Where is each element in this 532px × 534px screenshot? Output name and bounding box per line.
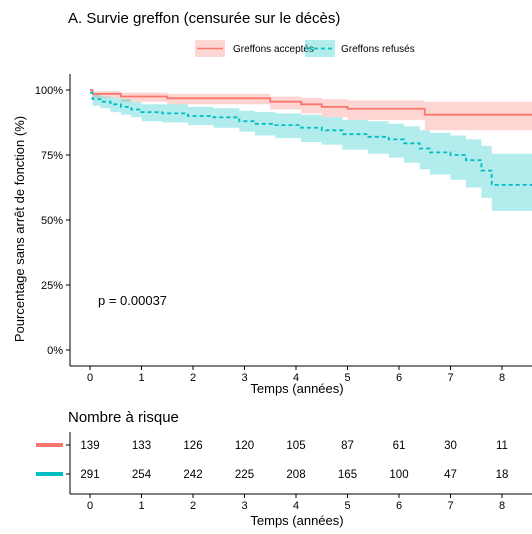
x-axis-ticks: 0 1 2 3 4 5 6 7 8 bbox=[87, 366, 505, 384]
legend: Greffons acceptés Greffons refusés bbox=[195, 40, 415, 57]
risk-x-axis-title: Temps (années) bbox=[250, 513, 343, 528]
risk-x-tick-label: 2 bbox=[190, 500, 196, 512]
survival-line-accepted bbox=[90, 89, 532, 116]
risk-cell: 242 bbox=[183, 469, 202, 481]
risk-cell: 126 bbox=[183, 440, 202, 452]
risk-cell: 87 bbox=[341, 440, 354, 452]
legend-label-accepted: Greffons acceptés bbox=[233, 44, 314, 55]
risk-cell: 254 bbox=[132, 469, 152, 481]
x-axis-title: Temps (années) bbox=[250, 381, 343, 396]
risk-cell: 120 bbox=[235, 440, 254, 452]
risk-x-tick-label: 4 bbox=[293, 500, 299, 512]
risk-cell: 47 bbox=[444, 469, 457, 481]
risk-row-swatch-accepted bbox=[36, 443, 63, 447]
risk-x-tick-label: 6 bbox=[396, 500, 402, 512]
risk-cell: 139 bbox=[80, 440, 99, 452]
x-tick-label: 3 bbox=[241, 372, 247, 384]
ci-band-accepted bbox=[90, 90, 532, 131]
risk-cell: 100 bbox=[389, 469, 408, 481]
risk-table-title: Nombre à risque bbox=[68, 409, 179, 426]
risk-row-swatch-refused bbox=[36, 472, 63, 476]
x-tick-label: 7 bbox=[447, 372, 453, 384]
y-axis-ticks: 0% 25% 50% 75% 100% bbox=[35, 85, 70, 357]
survival-line-refused bbox=[90, 91, 532, 186]
y-tick-label: 0% bbox=[47, 345, 63, 357]
x-tick-label: 0 bbox=[87, 372, 93, 384]
y-axis-title: Pourcentage sans arrêt de fonction (%) bbox=[12, 116, 27, 342]
risk-cell: 133 bbox=[132, 440, 151, 452]
y-tick-label: 100% bbox=[35, 85, 63, 97]
risk-x-tick-label: 1 bbox=[138, 500, 144, 512]
confidence-bands bbox=[90, 90, 532, 211]
risk-cell: 61 bbox=[393, 440, 406, 452]
chart-title: A. Survie greffon (censurée sur le décès… bbox=[68, 10, 340, 27]
legend-swatch-refused-band bbox=[305, 40, 335, 57]
y-tick-label: 75% bbox=[41, 150, 63, 162]
x-tick-label: 1 bbox=[138, 372, 144, 384]
ci-band-refused bbox=[90, 92, 532, 211]
risk-table: 139 133 126 120 105 87 61 30 11 291 254 242 225 208 16… bbox=[36, 432, 508, 494]
survival-curves bbox=[90, 89, 532, 186]
y-tick-label: 25% bbox=[41, 280, 63, 292]
risk-x-axis-ticks: 0 1 2 3 4 5 6 7 8 bbox=[87, 494, 505, 512]
x-tick-label: 5 bbox=[344, 372, 350, 384]
x-tick-label: 8 bbox=[499, 372, 505, 384]
risk-x-tick-label: 7 bbox=[447, 500, 453, 512]
risk-cell: 165 bbox=[338, 469, 357, 481]
legend-label-refused: Greffons refusés bbox=[341, 44, 415, 55]
risk-x-tick-label: 8 bbox=[499, 500, 505, 512]
risk-cell: 105 bbox=[286, 440, 305, 452]
risk-x-tick-label: 5 bbox=[344, 500, 350, 512]
risk-cell: 225 bbox=[235, 469, 254, 481]
risk-cell: 18 bbox=[496, 469, 509, 481]
risk-cell: 208 bbox=[286, 469, 305, 481]
risk-cell: 291 bbox=[80, 469, 99, 481]
x-tick-label: 4 bbox=[293, 372, 299, 384]
risk-cell: 11 bbox=[496, 440, 508, 452]
risk-x-tick-label: 3 bbox=[241, 500, 247, 512]
x-tick-label: 6 bbox=[396, 372, 402, 384]
p-value-annotation: p = 0.00037 bbox=[98, 293, 167, 308]
y-tick-label: 50% bbox=[41, 215, 63, 227]
risk-x-tick-label: 0 bbox=[87, 500, 93, 512]
risk-cell: 30 bbox=[444, 440, 457, 452]
x-tick-label: 2 bbox=[190, 372, 196, 384]
